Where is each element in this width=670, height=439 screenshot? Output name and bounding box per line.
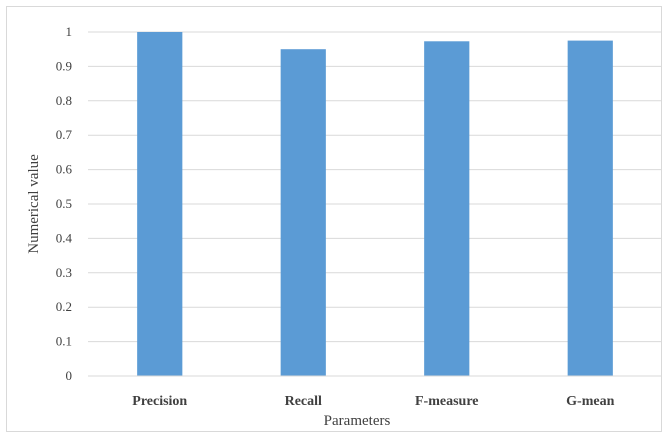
y-tick-label: 0.4 [56, 230, 73, 245]
gridlines [88, 31, 662, 343]
x-tick-label: Precision [132, 394, 187, 409]
x-tick-label: Recall [285, 394, 322, 409]
bars [137, 32, 613, 377]
x-axis-ticks: Precision Recall F-measure G-mean [132, 394, 614, 409]
x-tick-label: G-mean [566, 394, 614, 409]
y-axis-title: Numerical value [26, 154, 42, 254]
x-tick-label: F-measure [415, 394, 479, 409]
y-tick-label: 0.7 [56, 127, 73, 142]
y-tick-label: 0.6 [56, 162, 73, 177]
x-axis-title: Parameters [324, 413, 391, 429]
bar-precision [137, 32, 183, 376]
y-tick-label: 0.9 [56, 58, 72, 73]
chart-frame [6, 6, 662, 432]
bar-f-measure [424, 41, 470, 377]
bar-g-mean [567, 40, 613, 376]
y-tick-label: 0.5 [56, 196, 72, 211]
y-tick-label: 0 [66, 368, 73, 383]
bar-recall [280, 49, 326, 376]
y-tick-label: 0.8 [56, 93, 72, 108]
y-tick-label: 0.3 [56, 265, 72, 280]
y-tick-label: 0.1 [56, 334, 72, 349]
y-axis-ticks: 0 0.1 0.2 0.3 0.4 0.5 0.6 0.7 0.8 0.9 1 [56, 24, 73, 383]
y-tick-label: 1 [66, 24, 73, 39]
y-tick-label: 0.2 [56, 299, 72, 314]
